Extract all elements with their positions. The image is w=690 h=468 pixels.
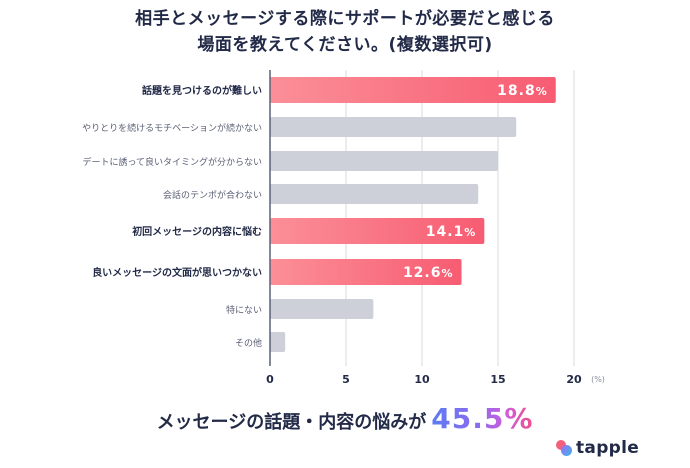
- bar: [270, 151, 498, 171]
- category-label: その他: [235, 337, 262, 349]
- tick-label: 0: [266, 373, 274, 386]
- bar: [270, 259, 462, 285]
- data-label: 12.6%: [403, 265, 454, 281]
- bar: [270, 77, 556, 103]
- bar: [270, 218, 485, 244]
- tapple-logo-icon: [556, 440, 572, 456]
- chart-title-line-1: 相手とメッセージする際にサポートが必要だと感じる: [135, 9, 555, 29]
- category-label: 良いメッセージの文面が思いつかない: [92, 266, 262, 279]
- tick-label: 5: [342, 373, 350, 386]
- category-labels: 話題を見つけるのが難しいやりとりを続けるモチベーションが続かないデートに誘って良…: [82, 84, 262, 349]
- summary-banner: メッセージの話題・内容の悩みが 45.5%: [0, 402, 690, 435]
- data-label: 18.8%: [497, 83, 548, 99]
- category-label: 会話のテンポが合わない: [163, 189, 262, 201]
- summary-text: メッセージの話題・内容の悩みが: [156, 412, 427, 433]
- category-label: 話題を見つけるのが難しい: [142, 84, 262, 97]
- tick-label: 20: [566, 373, 582, 386]
- bar: [270, 184, 479, 204]
- data-label: 14.1%: [426, 224, 477, 240]
- chart-title: 相手とメッセージする際にサポートが必要だと感じる 場面を教えてください。(複数選…: [0, 6, 690, 58]
- category-label: デートに誘って良いタイミングが分からない: [82, 156, 262, 168]
- category-label: 特にない: [226, 304, 262, 316]
- tapple-logo: tapple: [556, 438, 639, 458]
- tick-label: 15: [490, 373, 505, 386]
- unit-label: (%): [591, 375, 605, 384]
- category-label: やりとりを続けるモチベーションが続かない: [82, 122, 262, 134]
- tapple-logo-text: tapple: [576, 438, 640, 458]
- category-label: 初回メッセージの内容に悩む: [132, 225, 262, 238]
- tick-labels: 0 5 10 15 20 (%): [266, 373, 605, 386]
- bar: [270, 117, 517, 137]
- bar-chart: 18.8% 14.1% 12.6% 話題を見つけるのが難しいやりとりを続けるモチベー…: [82, 70, 605, 386]
- chart-title-line-2: 場面を教えてください。(複数選択可): [197, 35, 493, 55]
- tick-label: 10: [414, 373, 430, 386]
- bars: 18.8% 14.1% 12.6%: [270, 77, 556, 352]
- summary-value: 45.5%: [431, 402, 534, 435]
- bar: [270, 299, 374, 319]
- bar: [270, 332, 286, 352]
